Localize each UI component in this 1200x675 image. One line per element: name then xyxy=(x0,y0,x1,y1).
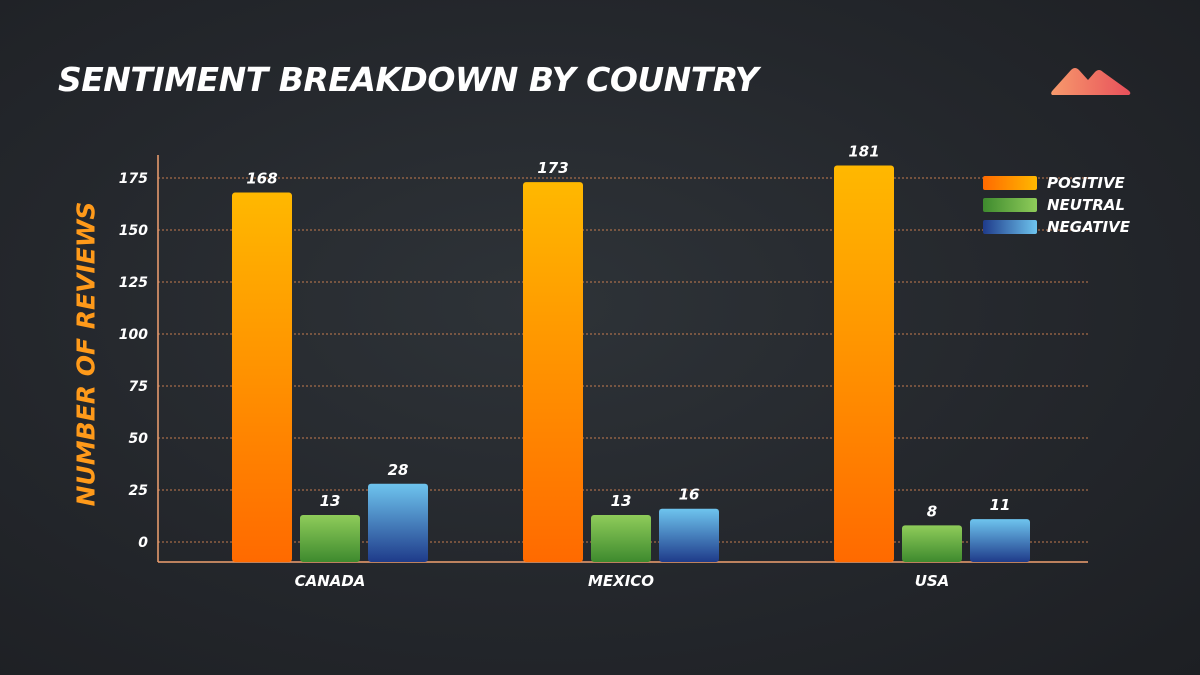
y-tick-label: 25 xyxy=(129,483,149,499)
legend-label: NEUTRAL xyxy=(1047,196,1125,214)
y-tick-label: 150 xyxy=(119,223,148,239)
y-axis-label: NUMBER OF REVIEWS xyxy=(71,201,101,507)
data-label: 28 xyxy=(388,461,409,479)
chart-title: SENTIMENT BREAKDOWN BY COUNTRY xyxy=(58,60,759,99)
legend-item-positive: POSITIVE xyxy=(983,172,1130,194)
y-tick-label: 50 xyxy=(129,431,149,447)
y-tick-label: 125 xyxy=(119,275,148,291)
data-label: 13 xyxy=(611,492,632,510)
bar-mexico-neutral xyxy=(591,514,651,562)
bar-usa-negative xyxy=(970,519,1030,562)
y-tick-label: 75 xyxy=(129,379,149,395)
legend-label: POSITIVE xyxy=(1047,174,1125,192)
mountain-logo-icon xyxy=(1048,62,1134,105)
data-label: 11 xyxy=(990,496,1011,514)
legend-swatch xyxy=(983,198,1037,212)
bar-canada-neutral xyxy=(300,514,360,562)
y-tick-label: 0 xyxy=(138,535,148,551)
legend-swatch xyxy=(983,176,1037,190)
bar-canada-positive xyxy=(232,192,292,562)
legend-item-negative: NEGATIVE xyxy=(983,216,1130,238)
legend: POSITIVE NEUTRAL NEGATIVE xyxy=(983,172,1130,238)
data-label: 168 xyxy=(246,170,277,188)
x-tick-label: USA xyxy=(915,572,950,590)
data-label: 13 xyxy=(320,492,341,510)
legend-item-neutral: NEUTRAL xyxy=(983,194,1130,216)
data-label: 181 xyxy=(848,143,879,161)
data-label: 173 xyxy=(537,159,568,177)
bar-mexico-negative xyxy=(659,508,719,562)
bar-mexico-positive xyxy=(523,182,583,562)
y-tick-label: 175 xyxy=(119,171,148,187)
data-label: 8 xyxy=(927,502,937,520)
data-label: 16 xyxy=(679,486,700,504)
legend-swatch xyxy=(983,220,1037,234)
x-tick-label: CANADA xyxy=(295,572,366,590)
legend-label: NEGATIVE xyxy=(1047,218,1130,236)
x-tick-label: MEXICO xyxy=(588,572,654,590)
y-tick-label: 100 xyxy=(119,327,148,343)
bar-canada-negative xyxy=(368,483,428,562)
bar-usa-neutral xyxy=(902,525,962,562)
bar-usa-positive xyxy=(834,165,894,562)
